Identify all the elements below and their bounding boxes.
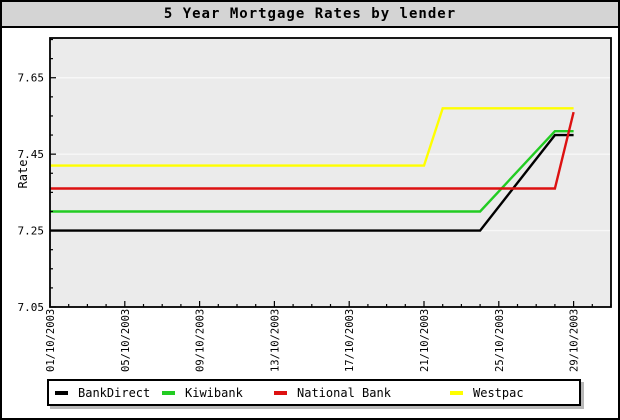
legend-label: National Bank xyxy=(297,385,391,400)
chart-legend: BankDirect Kiwibank National Bank Westpa… xyxy=(47,379,581,406)
chart-title: 5 Year Mortgage Rates by lender xyxy=(163,6,457,22)
legend-item-bankdirect: BankDirect xyxy=(55,381,150,404)
svg-text:17/10/2003: 17/10/2003 xyxy=(344,309,356,372)
kiwibank-line-swatch xyxy=(162,390,175,395)
svg-text:25/10/2003: 25/10/2003 xyxy=(494,309,506,372)
legend-item-national-bank: National Bank xyxy=(274,381,391,404)
svg-text:7.65: 7.65 xyxy=(18,72,45,85)
legend-item-westpac: Westpac xyxy=(450,381,524,404)
bankdirect-line-swatch xyxy=(55,390,68,395)
svg-text:7.45: 7.45 xyxy=(18,148,45,161)
svg-text:7.25: 7.25 xyxy=(18,225,45,238)
national-bank-line-swatch xyxy=(274,390,287,395)
legend-label: Kiwibank xyxy=(185,385,243,400)
svg-text:7.05: 7.05 xyxy=(18,301,45,314)
svg-text:13/10/2003: 13/10/2003 xyxy=(269,309,281,372)
chart-region: 7.05 7.25 7.45 7.65 01/10/2003 05/10/2003 09/1… xyxy=(2,28,618,416)
svg-text:21/10/2003: 21/10/2003 xyxy=(419,309,431,372)
svg-text:01/10/2003: 01/10/2003 xyxy=(45,309,57,372)
svg-text:29/10/2003: 29/10/2003 xyxy=(569,309,581,372)
legend-label: BankDirect xyxy=(78,385,151,400)
legend-item-kiwibank: Kiwibank xyxy=(162,381,243,404)
svg-text:05/10/2003: 05/10/2003 xyxy=(120,309,132,372)
mortgage-rates-chart: 7.05 7.25 7.45 7.65 01/10/2003 05/10/2003 09/1… xyxy=(16,37,612,372)
svg-text:09/10/2003: 09/10/2003 xyxy=(195,309,207,372)
westpac-line-swatch xyxy=(450,390,463,395)
chart-title-bar: 5 Year Mortgage Rates by lender xyxy=(2,2,618,28)
y-axis-title: Rate xyxy=(16,160,30,189)
legend-label: Westpac xyxy=(473,385,524,400)
